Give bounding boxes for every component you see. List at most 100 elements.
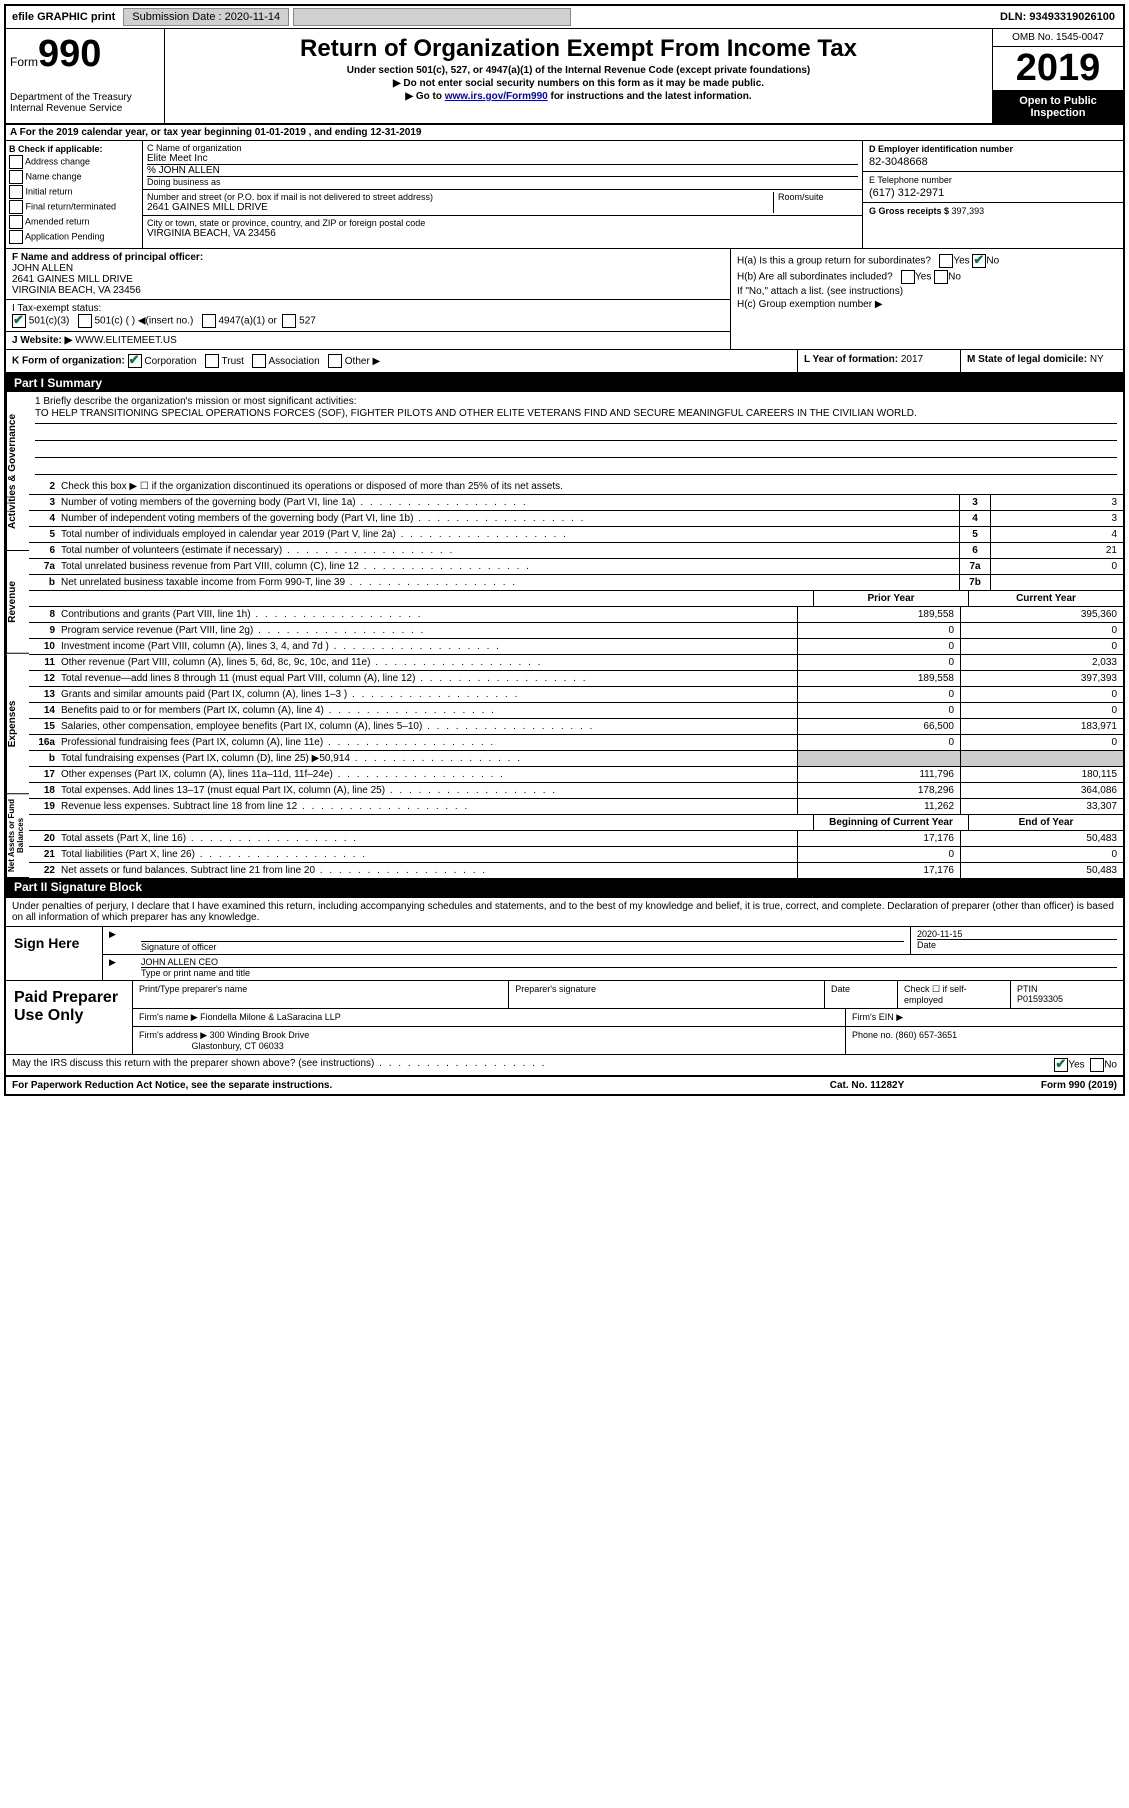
- j-label: J Website: ▶: [12, 335, 72, 346]
- hb-yes-checkbox[interactable]: [901, 270, 915, 284]
- tax-exempt-status: I Tax-exempt status: 501(c)(3) 501(c) ( …: [6, 300, 730, 332]
- blank-btn[interactable]: [293, 8, 571, 26]
- section-bcd: B Check if applicable: Address change Na…: [6, 141, 1123, 249]
- hb-note: If "No," attach a list. (see instruction…: [737, 286, 1117, 297]
- part1-label: Part I Summary: [14, 376, 102, 390]
- prior-year-hdr: Prior Year: [813, 591, 968, 606]
- sig-name-label: Type or print name and title: [141, 967, 1117, 978]
- row-klm: K Form of organization: Corporation Trus…: [6, 350, 1123, 374]
- discuss-no-checkbox[interactable]: [1090, 1058, 1104, 1072]
- sign-here-label: Sign Here: [6, 927, 103, 980]
- 527-checkbox[interactable]: [282, 314, 296, 328]
- ha-line: H(a) Is this a group return for subordin…: [737, 254, 1117, 268]
- gov-line: 5Total number of individuals employed in…: [29, 526, 1123, 542]
- 501c-checkbox[interactable]: [78, 314, 92, 328]
- gross-label: G Gross receipts $: [869, 206, 952, 216]
- i-label: I Tax-exempt status:: [12, 303, 101, 314]
- m-state: M State of legal domicile: NY: [960, 350, 1123, 372]
- m-value: NY: [1090, 354, 1104, 365]
- financial-line: 8Contributions and grants (Part VIII, li…: [29, 606, 1123, 622]
- 501c-label: 501(c) ( ) ◀(insert no.): [94, 316, 193, 327]
- financial-line: 14Benefits paid to or for members (Part …: [29, 702, 1123, 718]
- ha-no-checkbox[interactable]: [972, 254, 986, 268]
- firm-ein-label: Firm's EIN ▶: [846, 1009, 1123, 1026]
- financial-line: 16aProfessional fundraising fees (Part I…: [29, 734, 1123, 750]
- tel-value: (617) 312-2971: [869, 187, 1117, 199]
- gross-cell: G Gross receipts $ 397,393: [863, 203, 1123, 219]
- summary-body: Activities & Governance Revenue Expenses…: [6, 392, 1123, 878]
- sig-date-field: 2020-11-15 Date: [911, 927, 1123, 954]
- ha-yes-checkbox[interactable]: [939, 254, 953, 268]
- firm-addr1: 300 Winding Brook Drive: [210, 1030, 310, 1040]
- gov-line: 4Number of independent voting members of…: [29, 510, 1123, 526]
- k-option[interactable]: Trust: [202, 356, 249, 367]
- addr-label: Number and street (or P.O. box if mail i…: [147, 192, 773, 202]
- gov-line: 3Number of voting members of the governi…: [29, 494, 1123, 510]
- mission-blank1: [35, 424, 1117, 441]
- tel-cell: E Telephone number (617) 312-2971: [863, 172, 1123, 203]
- prep-sig-label: Preparer's signature: [509, 981, 825, 1008]
- ptin-label: PTIN: [1017, 984, 1038, 994]
- submission-date-btn[interactable]: Submission Date : 2020-11-14: [123, 8, 289, 26]
- current-year-hdr: Current Year: [968, 591, 1123, 606]
- street-address: 2641 GAINES MILL DRIVE: [147, 202, 773, 213]
- col-b-label: B Check if applicable:: [9, 144, 103, 154]
- tel-label: E Telephone number: [869, 175, 1117, 185]
- firm-name-cell: Firm's name ▶ Fiondella Milone & LaSarac…: [133, 1009, 846, 1026]
- firm-addr-cell: Firm's address ▶ 300 Winding Brook Drive…: [133, 1027, 846, 1054]
- line-2: 2 Check this box ▶ ☐ if the organization…: [29, 479, 1123, 494]
- col-b-option[interactable]: Address change: [9, 155, 139, 169]
- gross-value: 397,393: [952, 206, 985, 216]
- l-value: 2017: [901, 354, 923, 365]
- prep-name-label: Print/Type preparer's name: [133, 981, 509, 1008]
- financial-line: 11Other revenue (Part VIII, column (A), …: [29, 654, 1123, 670]
- col-b-option[interactable]: Application Pending: [9, 230, 139, 244]
- col-b-option[interactable]: Amended return: [9, 215, 139, 229]
- omb-number: OMB No. 1545-0047: [993, 29, 1123, 47]
- col-b-option[interactable]: Final return/terminated: [9, 200, 139, 214]
- tax-year: 2019: [993, 47, 1123, 91]
- mission-blank2: [35, 441, 1117, 458]
- side-revenue: Revenue: [6, 551, 29, 654]
- sig-officer-label: Signature of officer: [141, 941, 904, 952]
- side-expenses: Expenses: [6, 654, 29, 794]
- part2-header: Part II Signature Block: [6, 878, 1123, 896]
- k-option[interactable]: Other ▶: [325, 356, 386, 367]
- efile-label: efile GRAPHIC print: [6, 9, 121, 25]
- dba-label: Doing business as: [147, 176, 858, 187]
- arrow-icon: ▶: [103, 927, 135, 954]
- 4947-checkbox[interactable]: [202, 314, 216, 328]
- l-year: L Year of formation: 2017: [797, 350, 960, 372]
- mission-block: 1 Briefly describe the organization's mi…: [29, 392, 1123, 479]
- financial-line: bTotal fundraising expenses (Part IX, co…: [29, 750, 1123, 766]
- principal-officer: F Name and address of principal officer:…: [6, 249, 730, 300]
- 501c3-checkbox[interactable]: [12, 314, 26, 328]
- discuss-yes-checkbox[interactable]: [1054, 1058, 1068, 1072]
- header-mid: Return of Organization Exempt From Incom…: [165, 29, 992, 123]
- line2-num: 2: [29, 479, 59, 494]
- signature-block: Under penalties of perjury, I declare th…: [6, 896, 1123, 1077]
- part1-header: Part I Summary: [6, 374, 1123, 392]
- sign-here-row: Sign Here ▶ Signature of officer 2020-11…: [6, 927, 1123, 981]
- dept-label: Department of the Treasury Internal Reve…: [10, 92, 160, 114]
- arrow-icon-2: ▶: [103, 955, 135, 980]
- mission-q: 1 Briefly describe the organization's mi…: [35, 396, 1117, 407]
- k-option[interactable]: Corporation: [128, 356, 203, 367]
- col-b-option[interactable]: Initial return: [9, 185, 139, 199]
- col-b-option[interactable]: Name change: [9, 170, 139, 184]
- top-bar: efile GRAPHIC print Submission Date : 20…: [6, 6, 1123, 29]
- hb-no-checkbox[interactable]: [934, 270, 948, 284]
- city-cell: City or town, state or province, country…: [143, 216, 862, 241]
- k-form-org: K Form of organization: Corporation Trus…: [6, 350, 797, 372]
- dln-label: DLN: 93493319026100: [1000, 11, 1123, 23]
- gov-line: 7aTotal unrelated business revenue from …: [29, 558, 1123, 574]
- l-label: L Year of formation:: [804, 354, 901, 365]
- k-label: K Form of organization:: [12, 356, 125, 367]
- financial-line: 15Salaries, other compensation, employee…: [29, 718, 1123, 734]
- firm-addr-label: Firm's address ▶: [139, 1030, 207, 1040]
- firm-phone-cell: Phone no. (860) 657-3651: [846, 1027, 1123, 1054]
- footer-paperwork: For Paperwork Reduction Act Notice, see …: [12, 1080, 767, 1091]
- k-option[interactable]: Association: [250, 356, 326, 367]
- irs-link[interactable]: www.irs.gov/Form990: [445, 91, 548, 102]
- sub3-pre: ▶ Go to: [405, 91, 444, 102]
